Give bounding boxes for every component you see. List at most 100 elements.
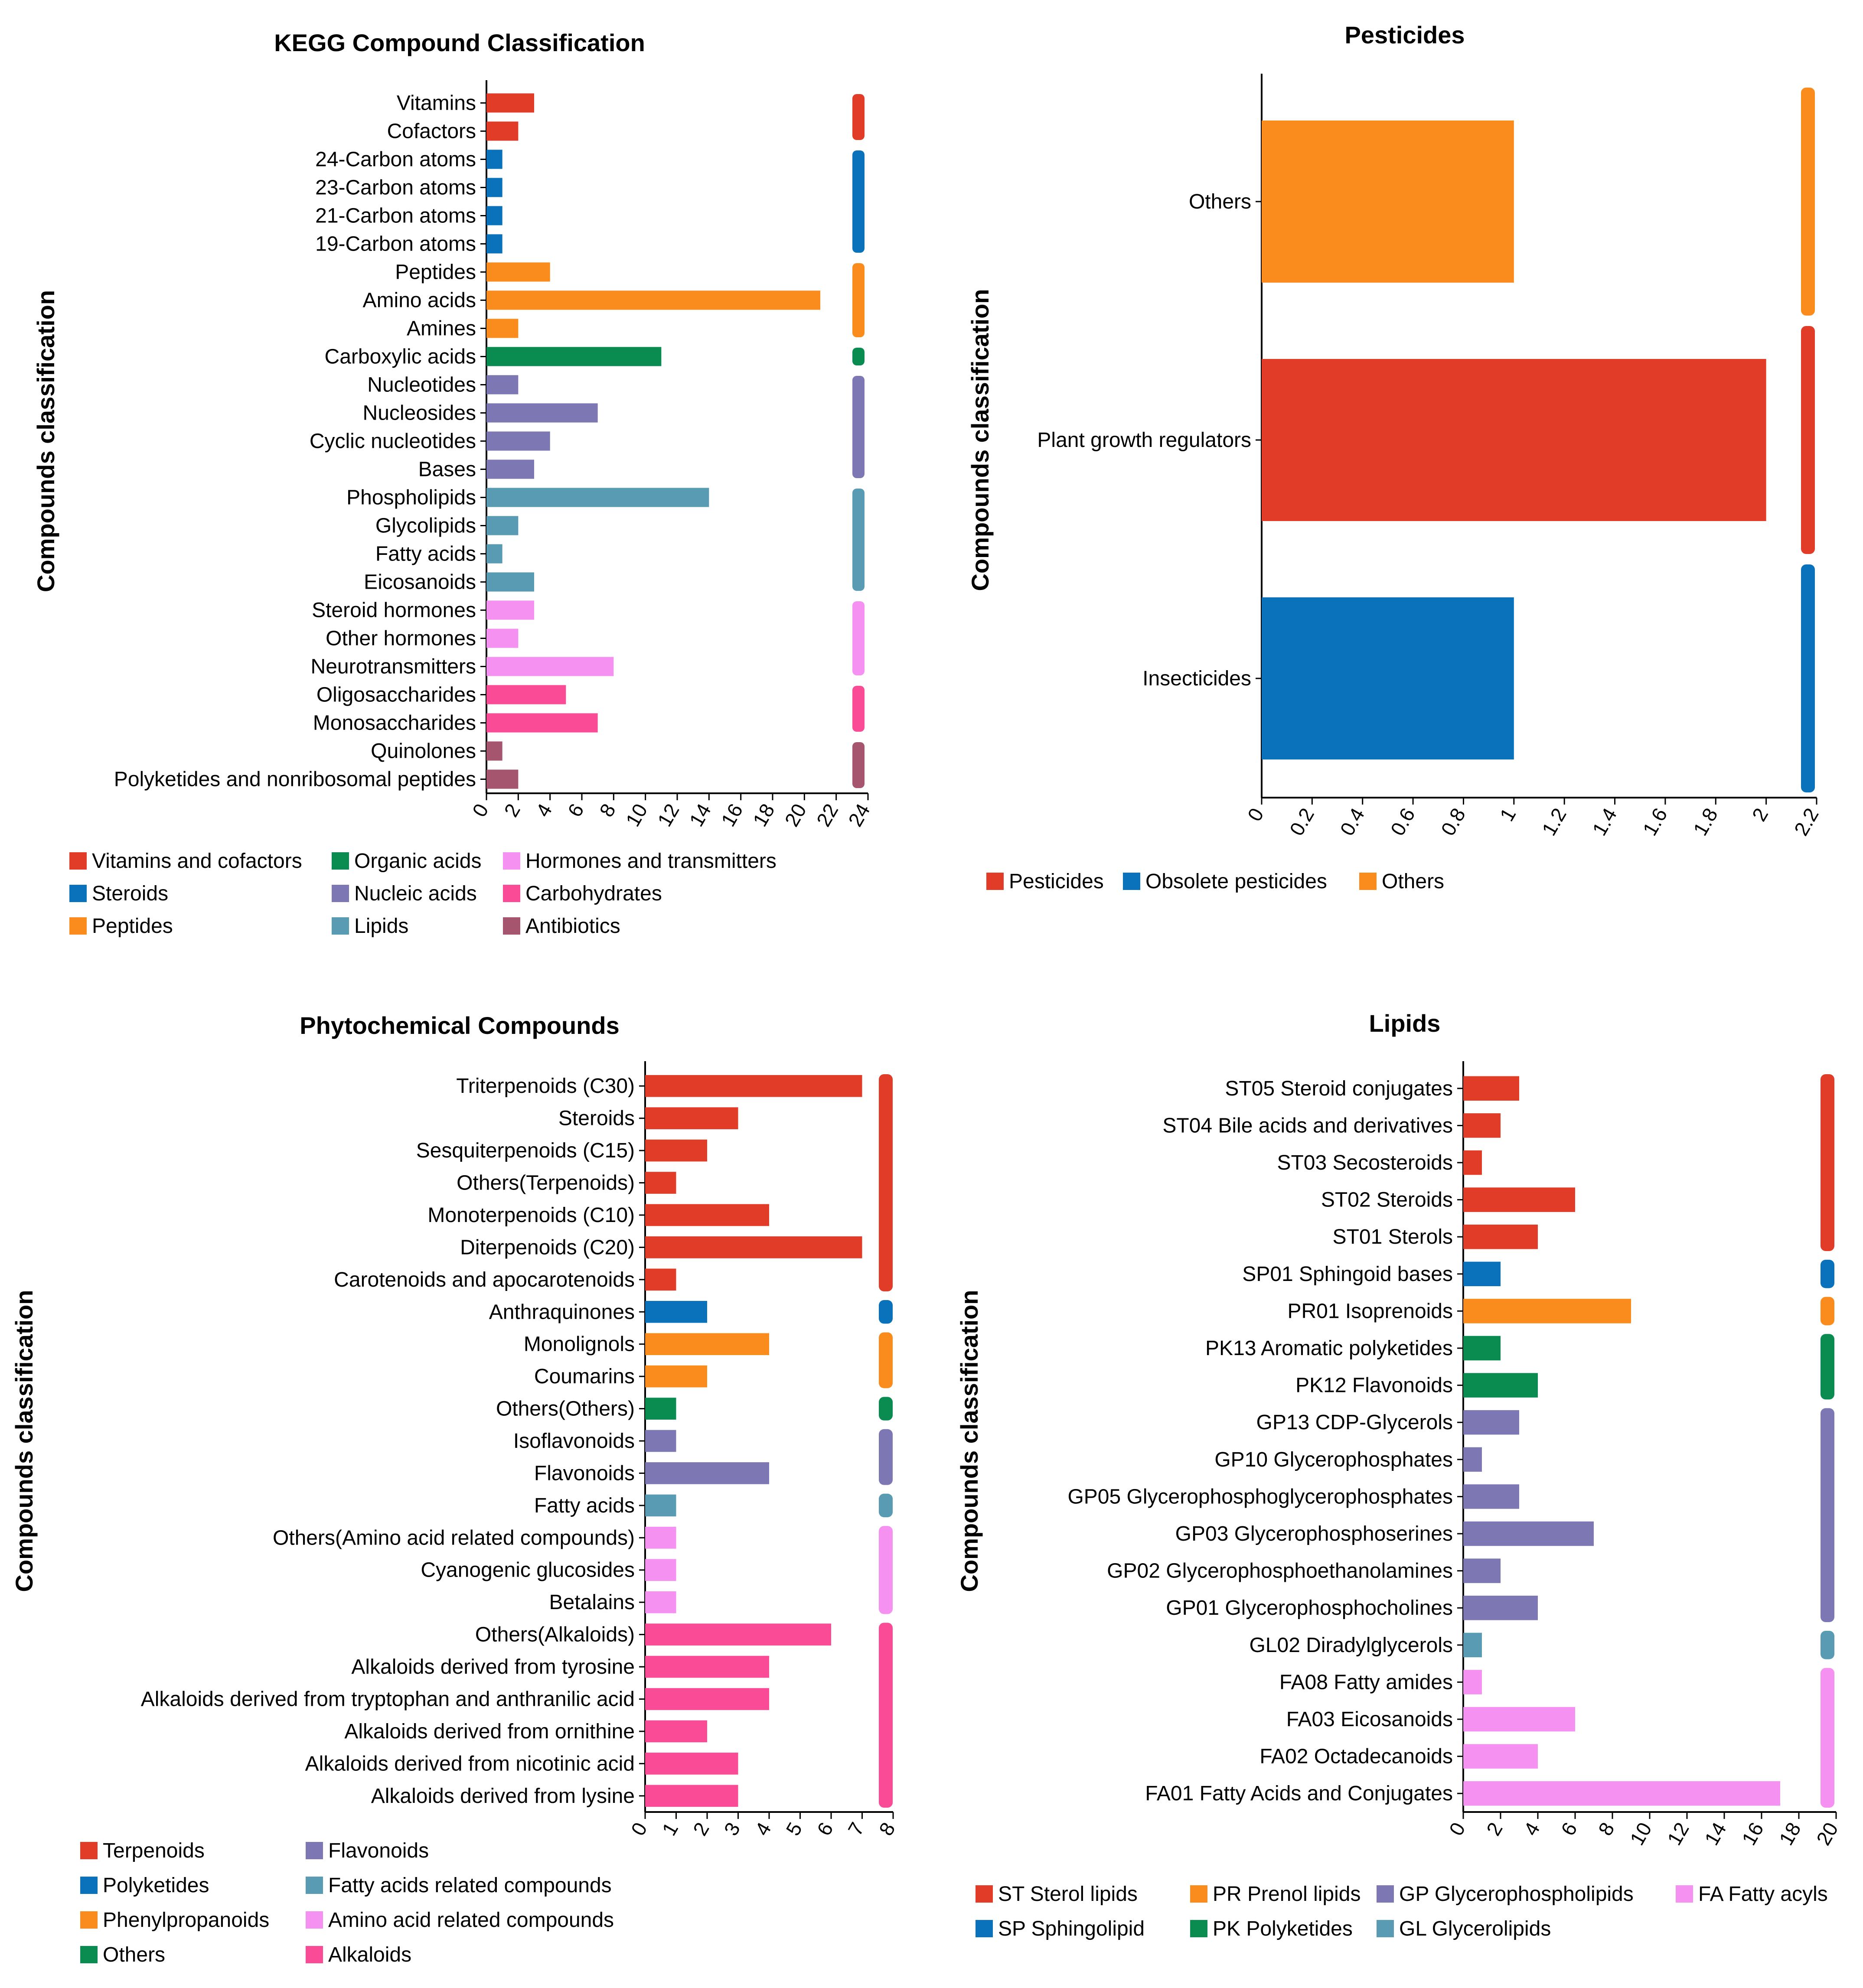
- legend-swatch: [306, 1946, 323, 1963]
- bar: [645, 1526, 676, 1549]
- category-label: Bases: [418, 458, 476, 481]
- bar: [1463, 1410, 1519, 1435]
- category-label: ST01 Sterols: [1333, 1225, 1453, 1248]
- category-label: Cofactors: [387, 120, 476, 143]
- category-label: Cyclic nucleotides: [310, 430, 476, 453]
- group-band: [852, 263, 865, 337]
- legend-swatch: [976, 1885, 993, 1903]
- category-label: Alkaloids derived from tyrosine: [351, 1656, 635, 1678]
- legend-label: GP Glycerophospholipids: [1399, 1883, 1634, 1906]
- category-label: Plant growth regulators: [1037, 429, 1251, 452]
- category-label: Isoflavonoids: [513, 1430, 635, 1453]
- bar: [486, 178, 502, 197]
- x-tick-label: 6: [563, 800, 588, 821]
- group-band: [852, 348, 865, 365]
- group-band: [1821, 1668, 1834, 1808]
- x-tick-label: 12: [653, 800, 684, 830]
- x-tick-label: 6: [1556, 1819, 1582, 1839]
- group-band: [1801, 564, 1815, 792]
- category-label: ST05 Steroid conjugates: [1225, 1077, 1453, 1100]
- x-tick-label: 22: [812, 800, 843, 830]
- bar: [486, 93, 534, 113]
- bar: [645, 1172, 676, 1194]
- x-tick-label: 0.6: [1386, 804, 1419, 839]
- legend-swatch: [306, 1842, 323, 1859]
- x-tick-label: 3: [719, 1819, 744, 1839]
- legend-swatch: [69, 885, 87, 902]
- legend-label: Lipids: [354, 915, 408, 938]
- bar: [645, 1398, 676, 1420]
- category-label: Amines: [407, 317, 476, 340]
- x-tick-label: 4: [750, 1819, 776, 1839]
- bar: [1463, 1076, 1519, 1101]
- category-label: Fatty acids: [534, 1494, 635, 1517]
- x-tick-label: 10: [1625, 1819, 1656, 1849]
- x-tick-label: 8: [595, 800, 620, 821]
- category-label: GP01 Glycerophosphocholines: [1166, 1597, 1453, 1620]
- legend-label: Phenylpropanoids: [103, 1909, 269, 1932]
- bar: [486, 431, 550, 451]
- bar: [645, 1720, 707, 1743]
- legend-swatch: [80, 1877, 98, 1894]
- x-tick-label: 1: [657, 1819, 682, 1839]
- category-label: Sesquiterpenoids (C15): [416, 1139, 635, 1162]
- chart-title: Pesticides: [1344, 21, 1465, 49]
- group-band: [879, 1526, 893, 1614]
- legend-label: PK Polyketides: [1213, 1917, 1353, 1940]
- bar: [486, 375, 519, 394]
- group-band: [879, 1623, 893, 1808]
- legend-swatch: [1123, 873, 1140, 890]
- legend-label: GL Glycerolipids: [1399, 1917, 1551, 1940]
- legend-swatch: [503, 917, 520, 935]
- x-tick-label: 0.4: [1335, 804, 1369, 839]
- category-label: GP03 Glycerophosphoserines: [1175, 1522, 1453, 1545]
- chart-panel-1: Pesticides Compounds classification Others…: [966, 21, 1823, 893]
- y-axis-label: Compounds classification: [10, 1290, 38, 1592]
- bar: [486, 572, 534, 592]
- x-tick-label: 0.2: [1285, 804, 1318, 839]
- legend-swatch: [80, 1911, 98, 1929]
- bar: [645, 1075, 862, 1097]
- category-label: GP02 Glycerophosphoethanolamines: [1107, 1560, 1453, 1583]
- legend-label: Terpenoids: [103, 1839, 205, 1862]
- bar: [486, 629, 519, 648]
- x-tick-label: 16: [1737, 1819, 1768, 1849]
- legend-label: ST Sterol lipids: [998, 1883, 1138, 1906]
- category-label: Steroids: [558, 1107, 635, 1130]
- x-tick-label: 10: [621, 800, 652, 830]
- bar: [486, 600, 534, 620]
- legend-swatch: [306, 1911, 323, 1929]
- legend-swatch: [80, 1842, 98, 1859]
- legend-label: FA Fatty acyls: [1698, 1883, 1828, 1906]
- category-label: Phospholipids: [346, 486, 476, 509]
- legend-label: Obsolete pesticides: [1145, 870, 1327, 893]
- bar: [486, 262, 550, 282]
- x-tick-label: 2: [1747, 804, 1772, 825]
- x-tick-label: 20: [780, 800, 811, 830]
- category-label: PK13 Aromatic polyketides: [1205, 1337, 1453, 1360]
- bar: [486, 713, 598, 733]
- bar: [486, 657, 614, 676]
- x-tick-label: 2: [1482, 1819, 1507, 1839]
- legend-label: Polyketides: [103, 1874, 209, 1897]
- category-label: Diterpenoids (C20): [460, 1236, 635, 1259]
- category-label: Others(Alkaloids): [475, 1623, 635, 1646]
- category-label: Alkaloids derived from tryptophan and an…: [141, 1688, 635, 1711]
- group-band: [852, 150, 865, 253]
- bar: [645, 1236, 862, 1258]
- bar: [645, 1656, 769, 1678]
- group-band: [1821, 1408, 1834, 1622]
- bar: [645, 1753, 738, 1775]
- category-label: GL02 Diradylglycerols: [1249, 1634, 1453, 1657]
- legend-label: Carbohydrates: [525, 882, 662, 905]
- bar: [1463, 1224, 1538, 1249]
- legend-label: Alkaloids: [328, 1943, 411, 1966]
- bar: [645, 1204, 769, 1226]
- x-tick-label: 4: [531, 800, 556, 821]
- x-tick-label: 6: [812, 1819, 838, 1839]
- legend-swatch: [1377, 1920, 1394, 1937]
- category-label: Others: [1189, 190, 1251, 213]
- x-tick-label: 0: [1445, 1819, 1470, 1839]
- x-tick-label: 24: [844, 800, 874, 830]
- category-label: Insecticides: [1142, 667, 1251, 690]
